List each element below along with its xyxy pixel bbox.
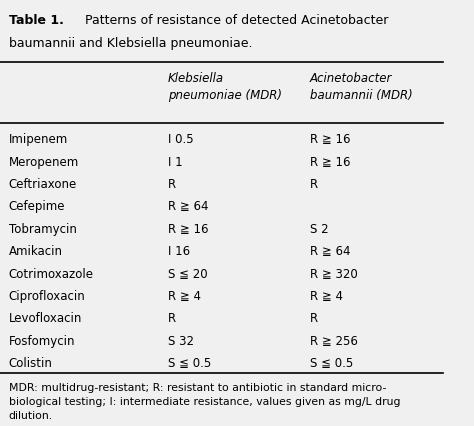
Text: R: R: [168, 178, 176, 190]
Text: R ≧ 16: R ≧ 16: [168, 222, 209, 235]
Text: Klebsiella
pneumoniae (MDR): Klebsiella pneumoniae (MDR): [168, 72, 282, 102]
Text: Meropenem: Meropenem: [9, 155, 79, 168]
Text: R ≧ 256: R ≧ 256: [310, 334, 357, 347]
Text: R: R: [310, 178, 318, 190]
Text: R: R: [310, 311, 318, 325]
Text: R: R: [168, 311, 176, 325]
Text: Amikacin: Amikacin: [9, 245, 63, 258]
Text: R ≧ 4: R ≧ 4: [168, 289, 201, 302]
Text: Fosfomycin: Fosfomycin: [9, 334, 75, 347]
Text: S 2: S 2: [310, 222, 328, 235]
Text: baumannii and Klebsiella pneumoniae.: baumannii and Klebsiella pneumoniae.: [9, 37, 252, 50]
Text: Table 1.: Table 1.: [9, 14, 64, 27]
Text: Cotrimoxazole: Cotrimoxazole: [9, 267, 94, 280]
Text: Patterns of resistance of detected Acinetobacter: Patterns of resistance of detected Acine…: [77, 14, 389, 27]
Text: I 1: I 1: [168, 155, 183, 168]
Text: MDR: multidrug-resistant; R: resistant to antibiotic in standard micro-
biologic: MDR: multidrug-resistant; R: resistant t…: [9, 383, 401, 420]
Text: Tobramycin: Tobramycin: [9, 222, 77, 235]
Text: S ≦ 0.5: S ≦ 0.5: [168, 356, 211, 369]
Text: Levofloxacin: Levofloxacin: [9, 311, 82, 325]
Text: R ≧ 16: R ≧ 16: [310, 155, 350, 168]
Text: Colistin: Colistin: [9, 356, 53, 369]
Text: Imipenem: Imipenem: [9, 133, 68, 146]
Text: Acinetobacter
baumannii (MDR): Acinetobacter baumannii (MDR): [310, 72, 412, 102]
Text: R ≧ 64: R ≧ 64: [168, 200, 209, 213]
Text: R ≧ 16: R ≧ 16: [310, 133, 350, 146]
Text: S ≦ 20: S ≦ 20: [168, 267, 208, 280]
Text: S ≦ 0.5: S ≦ 0.5: [310, 356, 353, 369]
Text: R ≧ 320: R ≧ 320: [310, 267, 357, 280]
Text: I 16: I 16: [168, 245, 190, 258]
Text: Ciprofloxacin: Ciprofloxacin: [9, 289, 86, 302]
Text: I 0.5: I 0.5: [168, 133, 194, 146]
Text: Ceftriaxone: Ceftriaxone: [9, 178, 77, 190]
Text: R ≧ 64: R ≧ 64: [310, 245, 350, 258]
Text: S 32: S 32: [168, 334, 194, 347]
Text: R ≧ 4: R ≧ 4: [310, 289, 343, 302]
Text: Cefepime: Cefepime: [9, 200, 65, 213]
